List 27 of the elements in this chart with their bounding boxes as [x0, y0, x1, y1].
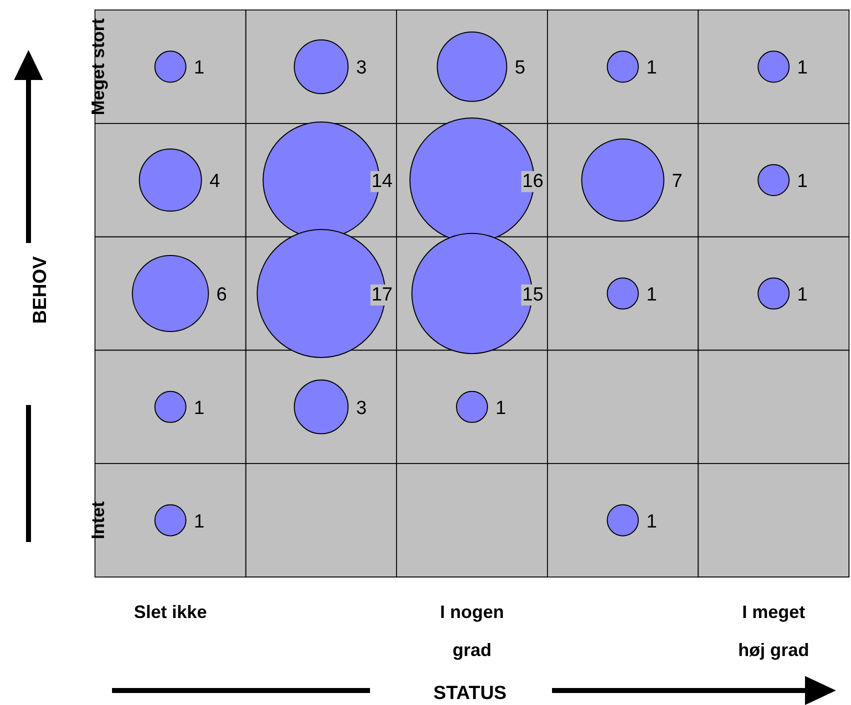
y-tick-label: Intet: [88, 501, 108, 540]
data-label: 1: [194, 511, 204, 532]
x-axis-title: STATUS: [433, 683, 507, 704]
data-label: 1: [646, 58, 657, 79]
data-label: 3: [356, 398, 367, 419]
data-label: 5: [514, 58, 526, 79]
data-label: 1: [496, 398, 506, 419]
data-label: 1: [194, 398, 204, 419]
data-label: 1: [797, 58, 808, 79]
data-label: 14: [371, 171, 394, 192]
data-label: 1: [797, 171, 808, 192]
y-axis-title: BEHOV: [30, 256, 51, 324]
data-label: 4: [209, 171, 220, 192]
data-label: 1: [797, 284, 808, 306]
data-label: 1: [646, 511, 657, 532]
data-label: 15: [522, 284, 544, 306]
x-tick-label: I nogen grad: [440, 602, 504, 660]
data-label: 6: [216, 284, 227, 306]
x-tick-label: Slet ikke: [134, 602, 207, 622]
data-label: 1: [646, 284, 657, 306]
data-label: 16: [522, 171, 544, 192]
data-label: 7: [672, 171, 682, 192]
data-label: 3: [356, 58, 367, 79]
x-tick-label: I meget høj grad: [738, 602, 810, 660]
data-label: 1: [194, 58, 204, 79]
y-tick-label: Meget stort: [88, 18, 108, 116]
data-label: 17: [371, 284, 393, 306]
